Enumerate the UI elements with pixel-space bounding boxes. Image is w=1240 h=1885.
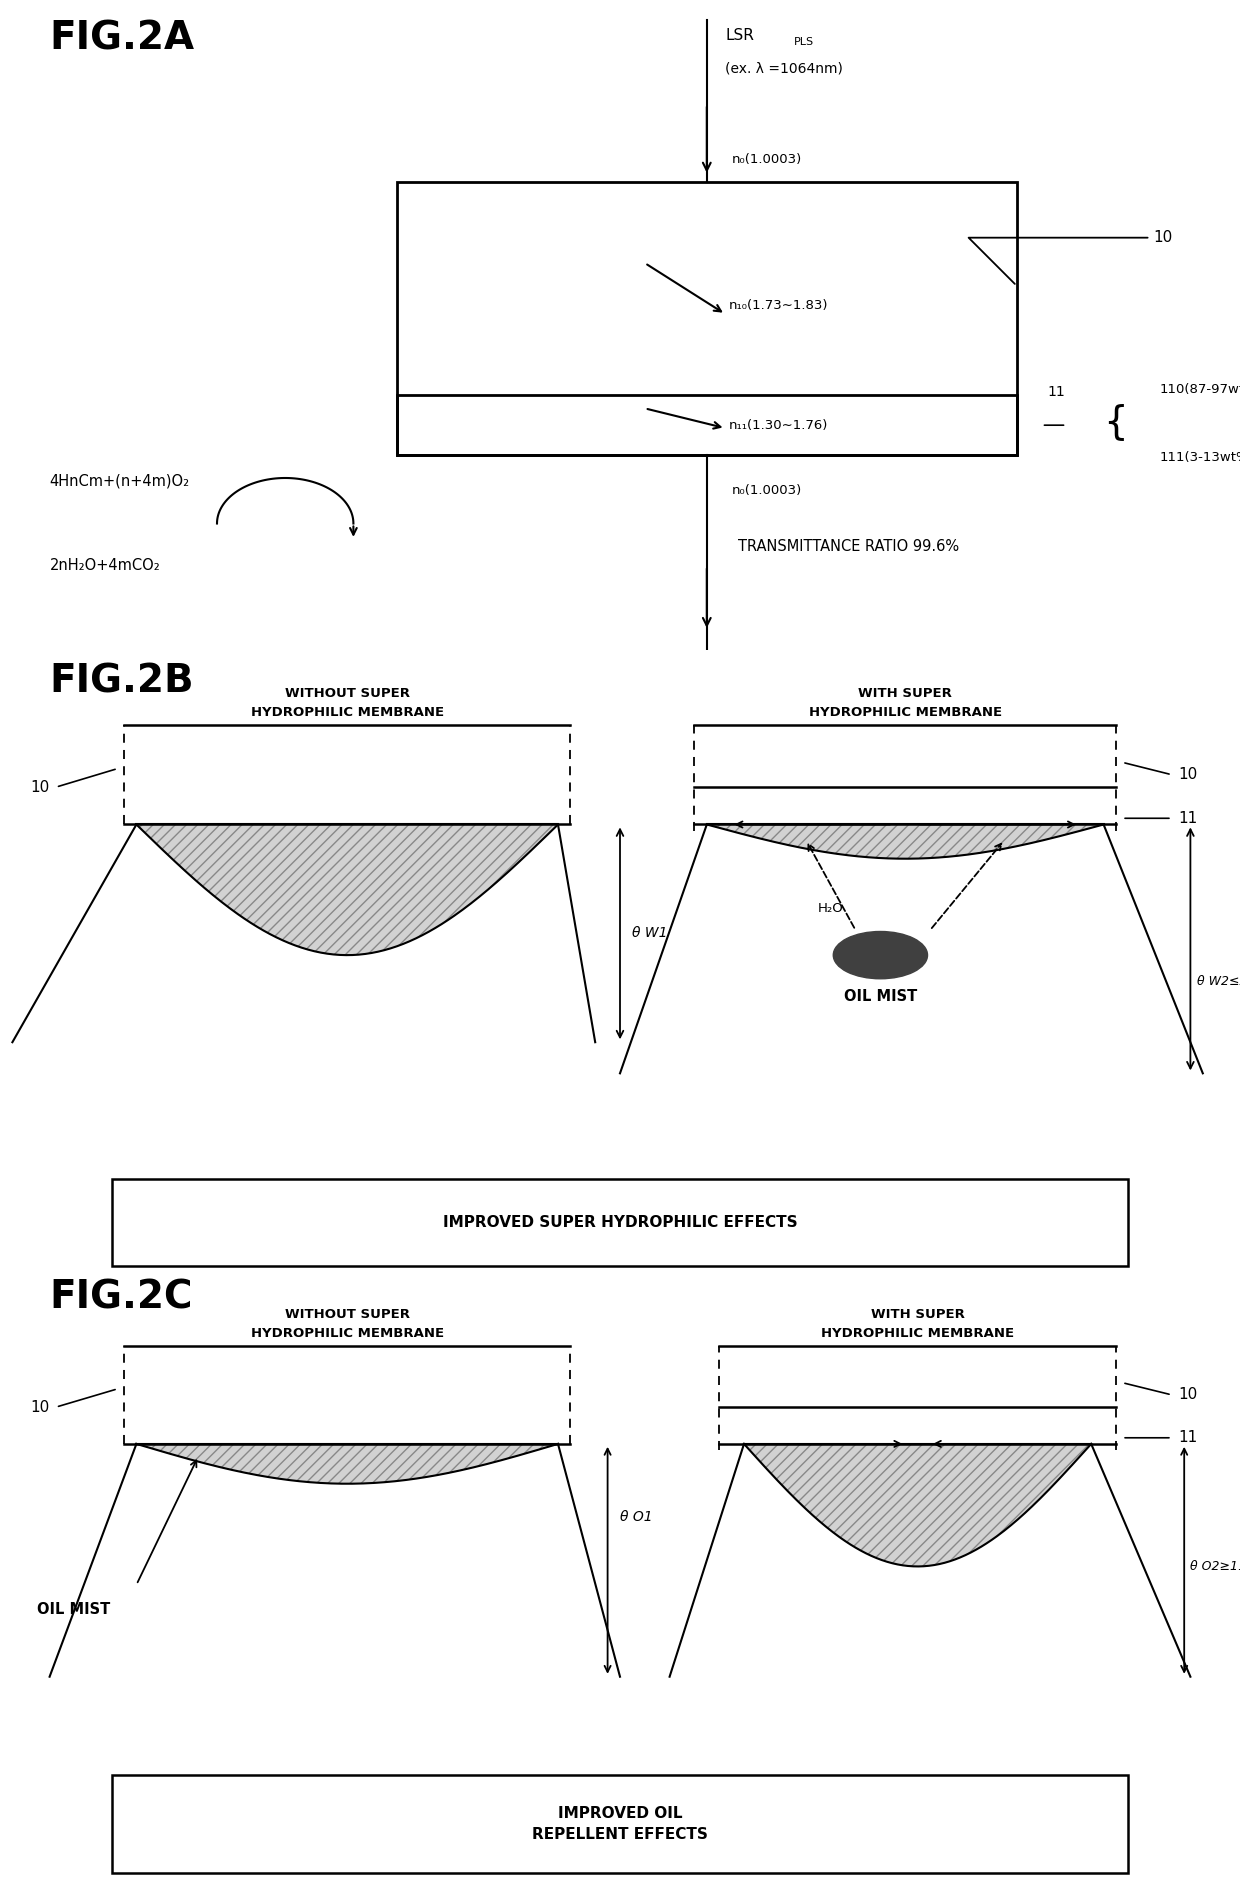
Text: 110(87-97wt%): 110(87-97wt%) bbox=[1159, 383, 1240, 396]
Text: θ W1: θ W1 bbox=[632, 926, 668, 941]
Text: IMPROVED OIL
REPELLENT EFFECTS: IMPROVED OIL REPELLENT EFFECTS bbox=[532, 1806, 708, 1842]
Text: 11: 11 bbox=[1178, 1431, 1198, 1446]
Bar bbox=[397, 396, 1017, 454]
Polygon shape bbox=[744, 1444, 1091, 1566]
Text: LSR: LSR bbox=[725, 28, 754, 43]
Text: n₁₁(1.30∼1.76): n₁₁(1.30∼1.76) bbox=[729, 418, 828, 432]
Text: n₀(1.0003): n₀(1.0003) bbox=[732, 153, 802, 166]
Text: θ O2≥1.5θ O1: θ O2≥1.5θ O1 bbox=[1190, 1561, 1240, 1572]
Text: 10: 10 bbox=[1178, 767, 1198, 782]
Text: n₁₀(1.73∼1.83): n₁₀(1.73∼1.83) bbox=[729, 300, 828, 313]
Text: FIG.2A: FIG.2A bbox=[50, 19, 195, 58]
Text: FIG.2C: FIG.2C bbox=[50, 1278, 193, 1316]
Text: WITH SUPER: WITH SUPER bbox=[870, 1308, 965, 1321]
Bar bbox=[112, 1180, 1128, 1267]
Text: WITH SUPER: WITH SUPER bbox=[858, 688, 952, 699]
Circle shape bbox=[833, 931, 928, 978]
Text: 11: 11 bbox=[1178, 811, 1198, 826]
Text: WITHOUT SUPER: WITHOUT SUPER bbox=[285, 688, 409, 699]
Text: PLS: PLS bbox=[794, 38, 813, 47]
Text: OIL MIST: OIL MIST bbox=[843, 990, 918, 1005]
Text: n₀(1.0003): n₀(1.0003) bbox=[732, 484, 802, 498]
Text: 4HnCm+(n+4m)O₂: 4HnCm+(n+4m)O₂ bbox=[50, 473, 190, 488]
Text: FIG.2B: FIG.2B bbox=[50, 664, 195, 701]
Text: 111(3-13wt%): 111(3-13wt%) bbox=[1159, 451, 1240, 464]
Text: 10: 10 bbox=[30, 780, 50, 795]
Polygon shape bbox=[136, 1444, 558, 1483]
Text: {: { bbox=[1104, 403, 1128, 441]
Text: 11: 11 bbox=[1048, 385, 1065, 400]
Text: 10: 10 bbox=[1178, 1387, 1198, 1402]
Polygon shape bbox=[136, 824, 558, 956]
Text: 10: 10 bbox=[968, 230, 1173, 285]
Text: HYDROPHILIC MEMBRANE: HYDROPHILIC MEMBRANE bbox=[250, 705, 444, 718]
Text: HYDROPHILIC MEMBRANE: HYDROPHILIC MEMBRANE bbox=[808, 705, 1002, 718]
Bar bbox=[397, 183, 1017, 454]
Text: 2nH₂O+4mCO₂: 2nH₂O+4mCO₂ bbox=[50, 558, 160, 573]
Text: HYDROPHILIC MEMBRANE: HYDROPHILIC MEMBRANE bbox=[821, 1327, 1014, 1340]
Text: θ W2≤2/3θ W1: θ W2≤2/3θ W1 bbox=[1197, 975, 1240, 988]
Text: (ex. λ =1064nm): (ex. λ =1064nm) bbox=[725, 62, 843, 75]
Text: OIL MIST: OIL MIST bbox=[37, 1602, 110, 1617]
Text: WITHOUT SUPER: WITHOUT SUPER bbox=[285, 1308, 409, 1321]
Text: 10: 10 bbox=[30, 1401, 50, 1414]
Text: H₂O: H₂O bbox=[818, 901, 843, 914]
Text: IMPROVED SUPER HYDROPHILIC EFFECTS: IMPROVED SUPER HYDROPHILIC EFFECTS bbox=[443, 1216, 797, 1231]
Text: θ O1: θ O1 bbox=[620, 1510, 652, 1525]
Polygon shape bbox=[707, 824, 1104, 860]
Text: HYDROPHILIC MEMBRANE: HYDROPHILIC MEMBRANE bbox=[250, 1327, 444, 1340]
Bar bbox=[112, 1776, 1128, 1874]
Text: TRANSMITTANCE RATIO 99.6%: TRANSMITTANCE RATIO 99.6% bbox=[738, 539, 959, 554]
